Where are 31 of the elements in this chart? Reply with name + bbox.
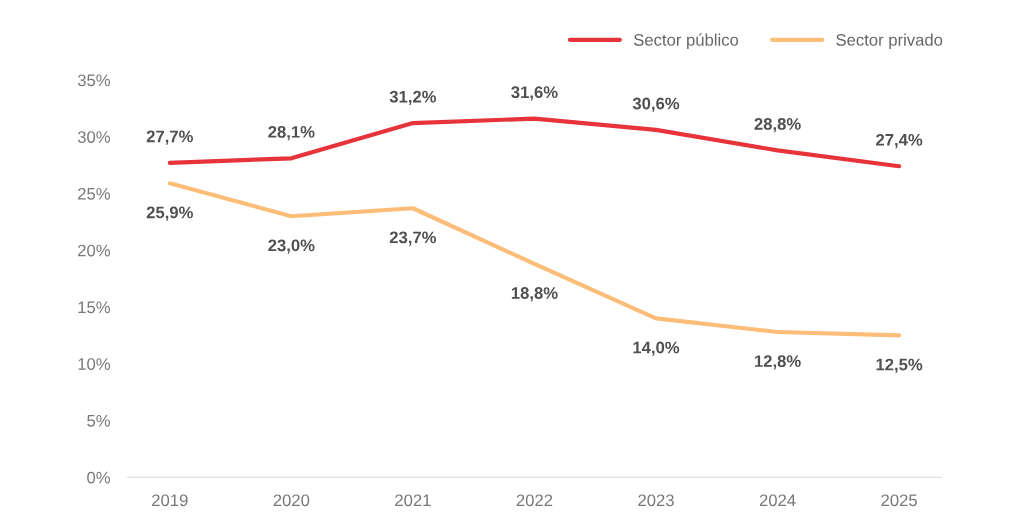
legend-label: Sector privado bbox=[836, 33, 943, 50]
data-label: 12,5% bbox=[876, 358, 923, 373]
data-label: 31,6% bbox=[511, 86, 558, 101]
x-tick-label: 2024 bbox=[759, 494, 796, 507]
x-tick-label: 2025 bbox=[881, 494, 917, 507]
data-label: 31,2% bbox=[389, 90, 437, 106]
data-label: 27,4% bbox=[876, 133, 923, 149]
data-label: 18,8% bbox=[511, 287, 558, 302]
data-label: 14,0% bbox=[633, 341, 680, 356]
x-tick-label: 2021 bbox=[395, 494, 431, 507]
data-label: 23,0% bbox=[268, 239, 315, 254]
data-label: 30,6% bbox=[632, 97, 680, 112]
x-tick-label: 2019 bbox=[152, 494, 188, 507]
data-label: 28,8% bbox=[754, 118, 801, 133]
y-tick-label: 5% bbox=[87, 415, 110, 427]
data-label: 27,7% bbox=[146, 130, 193, 145]
y-tick-label: 30% bbox=[77, 131, 110, 143]
data-label: 12,8% bbox=[754, 355, 801, 370]
x-tick-label: 2023 bbox=[638, 494, 674, 507]
data-label: 23,7% bbox=[389, 231, 437, 246]
data-label: 25,9% bbox=[146, 206, 193, 221]
x-tick-label: 2020 bbox=[273, 494, 310, 507]
y-tick-label: 0% bbox=[87, 471, 110, 484]
y-tick-label: 35% bbox=[77, 74, 110, 87]
legend-label: Sector público bbox=[633, 33, 739, 50]
data-label: 28,1% bbox=[268, 125, 315, 141]
y-tick-label: 25% bbox=[78, 187, 110, 200]
y-tick-label: 15% bbox=[78, 301, 110, 314]
y-tick-label: 10% bbox=[78, 358, 110, 370]
y-tick-label: 20% bbox=[78, 244, 110, 257]
x-tick-label: 2022 bbox=[516, 494, 553, 507]
